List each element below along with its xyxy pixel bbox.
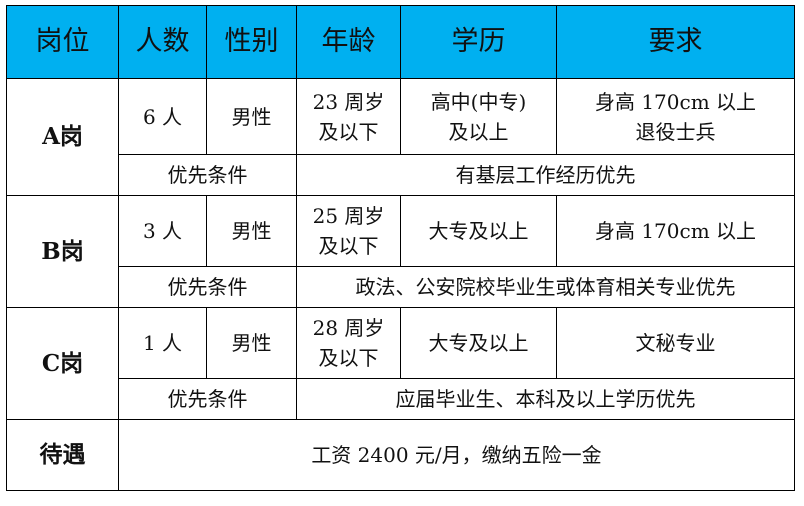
age-line: 及以下 xyxy=(318,234,379,258)
age-line: 28 周岁 xyxy=(312,316,385,340)
benefits-label: 待遇 xyxy=(6,419,119,491)
header-cell: 人数 xyxy=(118,5,207,79)
header-cell: 岗位 xyxy=(6,5,119,79)
post-name: B岗 xyxy=(6,195,119,308)
count-cell: 3 人 xyxy=(118,195,207,267)
table-row: A岗 6 人 男性 23 周岁及以下 高中(中专) 及以上 身高 170cm 以上… xyxy=(6,78,795,196)
requirement-line: 身高 170cm 以上 xyxy=(594,89,757,114)
count-cell: 1 人 xyxy=(118,307,207,379)
gender-cell: 男性 xyxy=(206,78,297,155)
recruitment-table: 岗位 人数 性别 年龄 学历 要求 A岗 6 人 男性 23 周岁及以下 高中(… xyxy=(6,5,795,491)
age-line: 及以下 xyxy=(318,346,379,370)
age-line: 及以下 xyxy=(318,119,379,144)
education-cell: 高中(中专) 及以上 xyxy=(400,78,557,155)
count-cell: 6 人 xyxy=(118,78,207,155)
table-row: C岗 1 人 男性 28 周岁及以下 大专及以上 文秘专业 xyxy=(6,307,795,420)
requirement-cell: 身高 170cm 以上 退役士兵 xyxy=(556,78,795,155)
table-row: B岗 3 人 男性 25 周岁及以下 大专及以上 身高 170cm 以上 xyxy=(6,195,795,308)
header-row: 岗位 人数 性别 年龄 学历 要求 xyxy=(6,5,795,79)
priority-value: 应届毕业生、本科及以上学历优先 xyxy=(296,378,795,420)
gender-cell: 男性 xyxy=(206,195,297,267)
header-cell: 学历 xyxy=(400,5,557,79)
priority-label: 优先条件 xyxy=(118,266,297,308)
requirement-cell: 文秘专业 xyxy=(556,307,795,379)
table-row: 优先条件 有基层工作经历优先 xyxy=(7,154,795,196)
gender-cell: 男性 xyxy=(206,307,297,379)
priority-value: 有基层工作经历优先 xyxy=(296,154,795,196)
benefits-row: 待遇 工资 2400 元/月，缴纳五险一金 xyxy=(6,419,795,491)
requirement-cell: 身高 170cm 以上 xyxy=(556,195,795,267)
requirement-line: 退役士兵 xyxy=(635,119,716,144)
post-name: A岗 xyxy=(6,78,119,196)
benefits-value: 工资 2400 元/月，缴纳五险一金 xyxy=(118,419,795,491)
priority-value: 政法、公安院校毕业生或体育相关专业优先 xyxy=(296,266,795,308)
post-name: C岗 xyxy=(6,307,119,420)
header-cell: 性别 xyxy=(206,5,297,79)
header-cell: 年龄 xyxy=(296,5,401,79)
age-cell: 25 周岁及以下 xyxy=(296,195,401,267)
education-line: 高中(中专) xyxy=(430,89,527,114)
age-cell: 28 周岁及以下 xyxy=(296,307,401,379)
priority-label: 优先条件 xyxy=(118,154,297,196)
education-line: 及以上 xyxy=(448,119,509,144)
education-cell: 大专及以上 xyxy=(400,195,557,267)
age-cell: 23 周岁及以下 xyxy=(296,78,401,155)
age-line: 23 周岁 xyxy=(312,89,385,114)
priority-label: 优先条件 xyxy=(118,378,297,420)
table-row: 优先条件 政法、公安院校毕业生或体育相关专业优先 xyxy=(7,266,795,308)
header-cell: 要求 xyxy=(556,5,795,79)
education-cell: 大专及以上 xyxy=(400,307,557,379)
table-row: 优先条件 应届毕业生、本科及以上学历优先 xyxy=(7,378,795,420)
age-line: 25 周岁 xyxy=(312,204,385,228)
